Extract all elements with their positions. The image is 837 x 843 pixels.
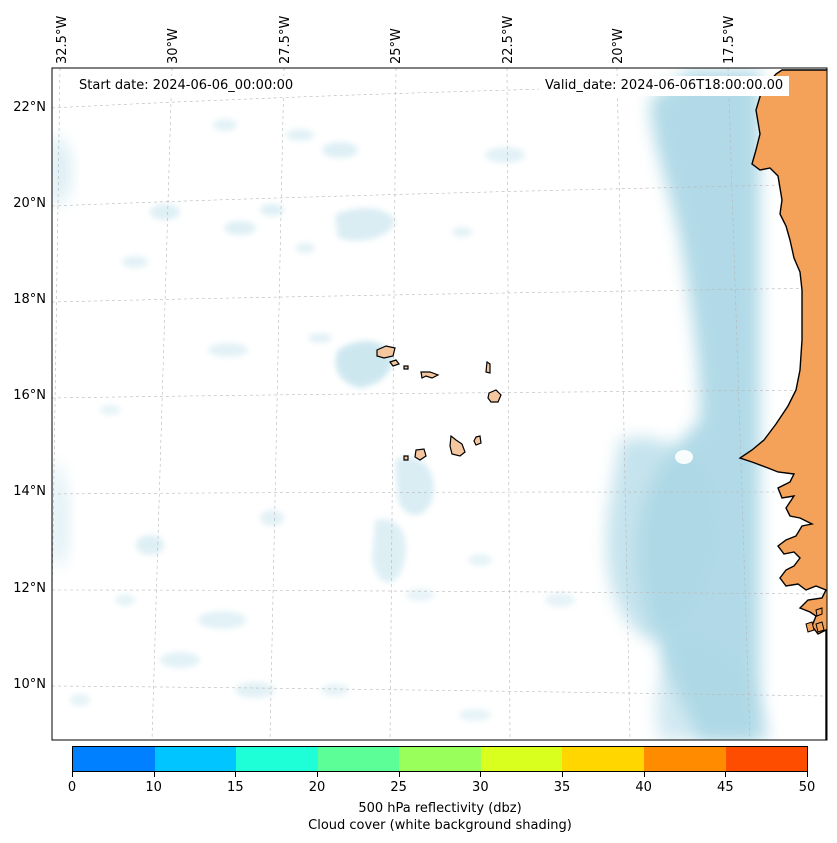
colorbar-tick [643,772,645,777]
colorbar-tick [235,772,237,777]
colorbar-tick-label: 25 [390,780,407,795]
lon-label: 30°W [166,28,181,64]
lat-label: 12°N [13,581,46,596]
map-frame [51,67,828,741]
island-santa-luzia [403,365,409,370]
colorbar-tick [72,772,73,777]
colorbar-tick-label: 10 [145,780,162,795]
lon-label: 25°W [389,28,404,64]
colorbar-segment [236,747,318,771]
lat-label: 14°N [13,484,46,499]
colorbar-tick [725,772,727,777]
colorbar-tick-label: 45 [717,780,734,795]
island-maio [473,435,482,446]
colorbar-tick [153,772,155,777]
colorbar-tick-label: 15 [227,780,244,795]
reflectivity-colorbar [72,746,808,772]
island-brava [403,455,409,461]
colorbar-segment [399,747,481,771]
lat-label: 18°N [13,292,46,307]
island-boa-vista [487,389,502,403]
island-sao-vicente [389,359,400,367]
longitude-labels: 32.5°W 30°W 27.5°W 25°W 22.5°W 20°W 17.5… [55,16,737,64]
lon-label: 20°W [611,28,626,64]
colorbar-tick-label: 0 [67,780,77,795]
lat-label: 16°N [13,388,46,403]
lon-label: 22.5°W [501,16,516,64]
colorbar-tick [398,772,400,777]
lat-label: 22°N [13,100,46,115]
colorbar-subtitle: Cloud cover (white background shading) [308,818,572,833]
colorbar-tick-label: 30 [472,780,489,795]
colorbar-segment [154,747,237,771]
colorbar-tick [317,772,318,777]
colorbar-tick [480,772,482,777]
lat-label: 20°N [13,196,46,211]
island-fogo [414,448,427,461]
island-santiago [449,434,466,457]
colorbar-tick-label: 40 [635,780,652,795]
colorbar-segment [725,747,808,771]
latitude-labels: 22°N 20°N 18°N 16°N 14°N 12°N 10°N [13,100,46,692]
colorbar-segment [643,747,726,771]
cape-verde-islands [376,345,502,461]
colorbar-tick [807,772,808,777]
colorbar-title: 500 hPa reflectivity (dbz) [358,801,522,816]
graticule [52,68,827,740]
colorbar-tick-label: 20 [308,780,326,795]
colorbar-tick [562,772,563,777]
colorbar-tick-label: 50 [798,780,816,795]
colorbar-segment [480,747,563,771]
colorbar-segment [73,747,155,771]
lon-label: 17.5°W [722,16,737,64]
island-sal [485,360,491,374]
lat-label: 10°N [13,677,46,692]
lon-label: 27.5°W [278,16,293,64]
lon-label: 32.5°W [55,16,70,64]
colorbar-segment [317,747,400,771]
colorbar-tick-label: 35 [553,780,571,795]
start-date-label: Start date: 2024-06-06_00:00:00 [73,76,300,96]
africa-landmass [738,69,827,740]
island-sao-nicolau [420,371,440,379]
island-santo-antao [376,345,396,359]
colorbar-segment [562,747,644,771]
valid-date-label: Valid_date: 2024-06-06T18:00:00.00 [539,76,790,96]
bijagos-islands [805,607,825,633]
